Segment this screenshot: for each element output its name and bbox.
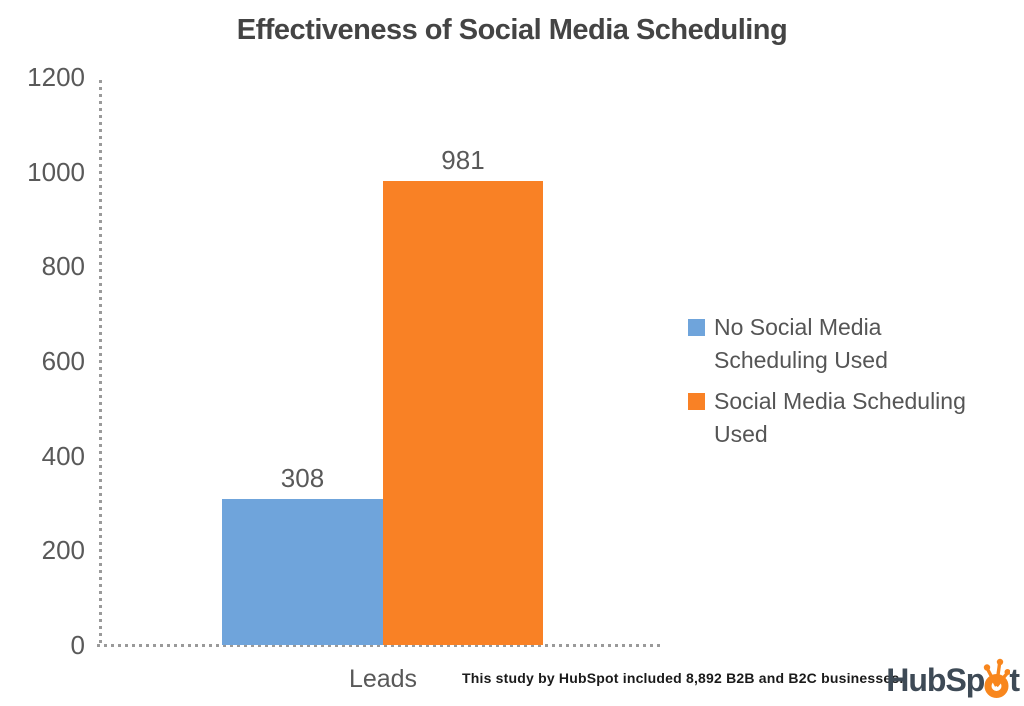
hubspot-logo-text-before: HubSp	[886, 662, 985, 698]
bar-value-label-scheduling: 981	[441, 145, 485, 175]
legend-item-no-scheduling: No Social Media Scheduling Used	[688, 311, 1018, 377]
chart-title: Effectiveness of Social Media Scheduling	[236, 14, 788, 46]
hubspot-sprocket-icon	[984, 658, 1011, 698]
legend-label: No Social Media Scheduling Used	[714, 314, 888, 373]
y-axis-line	[99, 80, 102, 646]
legend-item-scheduling: Social Media Scheduling Used	[688, 385, 1018, 451]
y-tick-label: 400	[41, 440, 85, 471]
legend-label: Social Media Scheduling Used	[714, 388, 966, 447]
legend-swatch-orange	[688, 393, 705, 410]
legend-swatch-blue	[688, 319, 705, 336]
x-axis-line	[97, 644, 663, 647]
y-tick-label: 200	[41, 535, 85, 566]
bar-no-social-media-scheduling	[222, 499, 383, 645]
y-tick-label: 800	[41, 251, 85, 282]
y-tick-label: 600	[41, 346, 85, 376]
y-tick-label: 1200	[27, 62, 85, 92]
y-tick-label: 0	[70, 630, 85, 660]
study-footnote: This study by HubSpot included 8,892 B2B…	[462, 670, 904, 686]
legend: No Social Media Scheduling Used Social Me…	[688, 311, 1018, 459]
x-axis-category-label: Leads	[348, 665, 418, 693]
hubspot-logo-text-after: t	[1009, 662, 1020, 698]
y-tick-label: 1000	[27, 156, 85, 187]
bar-value-label-no-scheduling: 308	[280, 463, 325, 493]
bar-social-media-scheduling	[383, 181, 543, 645]
hubspot-logo: HubSp t	[886, 654, 1020, 700]
